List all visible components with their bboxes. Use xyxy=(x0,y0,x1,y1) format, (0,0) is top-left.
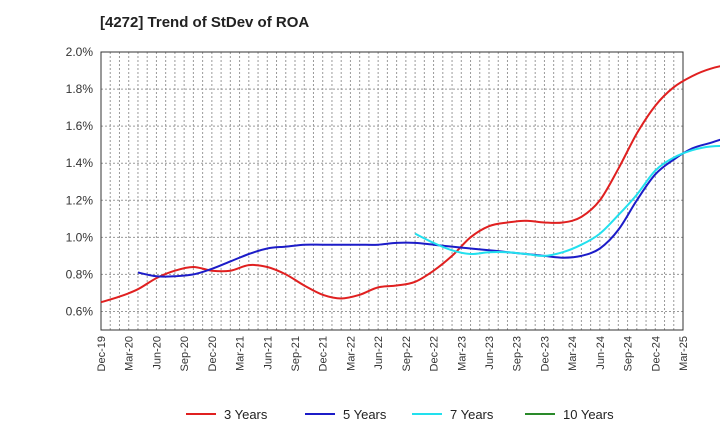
y-tick-label: 1.0% xyxy=(66,230,94,244)
legend-label: 7 Years xyxy=(450,407,494,422)
x-tick-label: Jun-20 xyxy=(151,336,163,370)
x-tick-label: Mar-24 xyxy=(567,336,579,371)
x-tick-label: Mar-21 xyxy=(235,336,247,371)
x-tick-label: Jun-24 xyxy=(595,336,607,370)
series-line-5-years xyxy=(137,138,720,278)
grid-layer xyxy=(101,51,683,330)
x-tick-label: Dec-24 xyxy=(650,336,662,371)
series-line-7-years xyxy=(414,145,720,257)
x-tick-label: Sep-21 xyxy=(290,336,302,371)
y-tick-label: 1.2% xyxy=(66,193,94,207)
x-tick-label: Dec-23 xyxy=(539,336,551,371)
legend-label: 3 Years xyxy=(224,407,268,422)
x-tick-label: Sep-20 xyxy=(179,336,191,371)
y-tick-label: 0.6% xyxy=(66,304,94,318)
x-tick-label: Jun-22 xyxy=(373,336,385,370)
series-layer xyxy=(100,65,720,304)
y-tick-label: 1.6% xyxy=(66,119,94,133)
y-tick-label: 0.8% xyxy=(66,267,94,281)
x-tick-label: Jun-21 xyxy=(262,336,274,370)
series-line-3-years xyxy=(100,65,720,304)
y-tick-label: 2.0% xyxy=(66,45,94,59)
x-tick-label: Sep-24 xyxy=(623,336,635,371)
x-tick-label: Mar-20 xyxy=(124,336,136,371)
x-tick-label: Sep-23 xyxy=(512,336,524,371)
x-tick-label: Mar-23 xyxy=(456,336,468,371)
legend: 3 Years 5 Years 7 Years 10 Years xyxy=(186,407,614,422)
chart-title: [4272] Trend of StDev of ROA xyxy=(100,14,310,31)
legend-label: 5 Years xyxy=(343,407,387,422)
x-tick-label: Dec-22 xyxy=(429,336,441,371)
legend-label: 10 Years xyxy=(563,407,614,422)
x-tick-label: Jun-23 xyxy=(484,336,496,370)
x-tick-label: Sep-22 xyxy=(401,336,413,371)
x-tick-label: Mar-25 xyxy=(678,336,690,371)
x-tick-label: Dec-21 xyxy=(318,336,330,371)
plot-area-border xyxy=(100,51,684,331)
y-tick-label: 1.8% xyxy=(66,82,94,96)
x-tick-label: Dec-20 xyxy=(207,336,219,371)
y-tick-label: 1.4% xyxy=(66,156,94,170)
x-tick-label: Dec-19 xyxy=(96,336,108,371)
axis-layer: 0.6% 0.8% 1.0% 1.2% 1.4% 1.6% 1.8% 2.0% Dec-19 Ma… xyxy=(66,45,690,371)
x-tick-label: Mar-22 xyxy=(345,336,357,371)
